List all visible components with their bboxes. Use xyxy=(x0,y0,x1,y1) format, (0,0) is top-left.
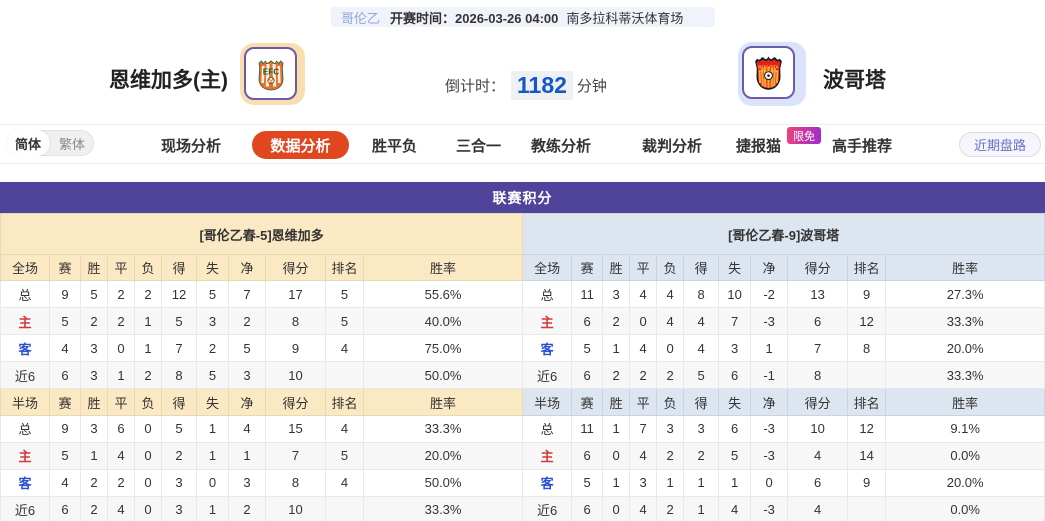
svg-text:BOGOTA: BOGOTA xyxy=(758,64,779,70)
svg-text:EFC: EFC xyxy=(262,66,279,76)
